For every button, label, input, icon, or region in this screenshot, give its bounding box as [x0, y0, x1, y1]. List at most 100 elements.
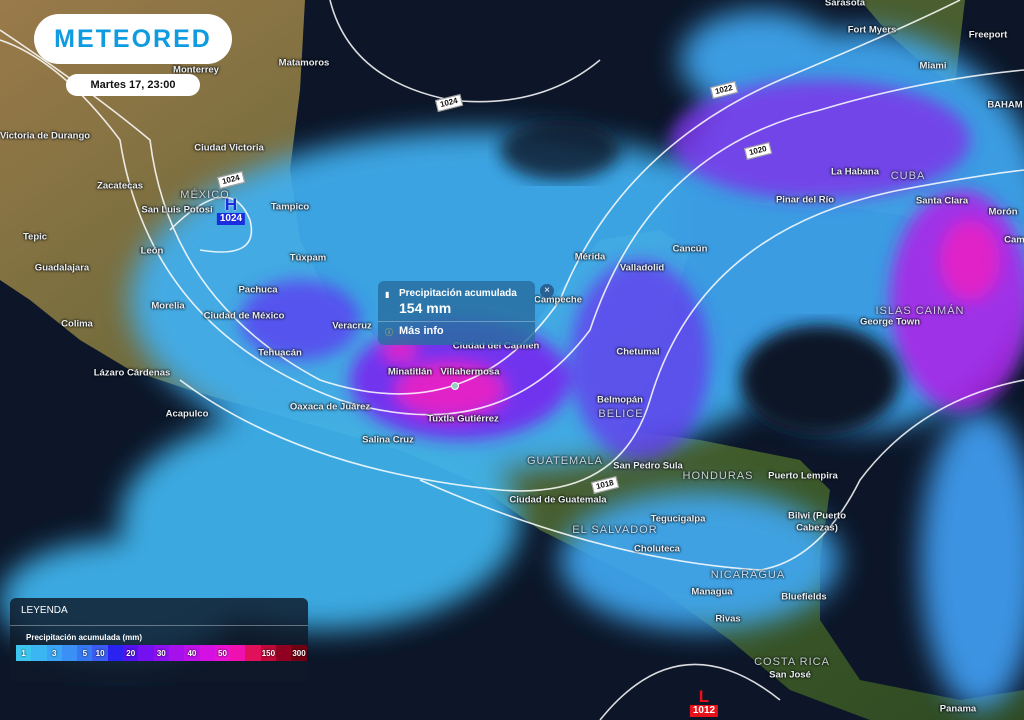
city-label: Túxpam	[289, 252, 327, 264]
city-label: Guadalajara	[34, 262, 90, 274]
city-label: Pinar del Río	[775, 194, 835, 206]
city-label: Morelia	[151, 300, 185, 312]
city-label: Tehuacán	[258, 347, 302, 359]
dry-area-gulf	[500, 120, 620, 180]
city-label: BAHAM	[987, 99, 1023, 111]
city-label: Managua	[691, 586, 733, 598]
city-label: San Pedro Sula	[613, 460, 683, 472]
low-value: 1012	[689, 705, 719, 717]
legend-scale-cell	[276, 645, 292, 661]
city-label: Campeche	[533, 294, 583, 306]
info-icon: ⓘ	[385, 328, 393, 337]
legend-title[interactable]: LEYENDA	[21, 605, 68, 616]
country-label: GUATEMALA	[526, 455, 604, 467]
country-label: NICARAGUA	[710, 569, 786, 581]
legend-scale-cell	[168, 645, 185, 661]
city-label: Santa Clara	[915, 195, 969, 207]
legend-divider	[10, 625, 308, 626]
country-label: BELICE	[598, 408, 644, 420]
popup-title: Precipitación acumulada	[399, 288, 517, 299]
legend-subtitle: Precipitación acumulada (mm)	[26, 633, 143, 642]
legend-scale-cell	[107, 645, 124, 661]
country-label: CUBA	[890, 170, 926, 182]
legend-scale-cell	[199, 645, 215, 661]
city-label: Chetumal	[616, 346, 660, 358]
legend-scale-cell: 1	[16, 645, 32, 661]
city-label: Morón	[988, 206, 1018, 218]
city-label: Ciudad de Guatemala	[509, 494, 607, 506]
country-label: MÉXICO	[180, 189, 230, 201]
city-label: George Town	[860, 316, 920, 328]
legend-scale-cell	[31, 645, 47, 661]
country-label: HONDURAS	[682, 470, 754, 482]
country-label: ISLAS CAIMÁN	[875, 305, 965, 317]
city-label: Camag	[1004, 234, 1024, 246]
city-label: Monterrey	[173, 64, 219, 76]
city-label: Ciudad Victoria	[194, 142, 264, 154]
low-pressure-marker: L 1012	[689, 687, 719, 717]
city-label: Villahermosa	[440, 366, 500, 378]
city-label: Tampico	[270, 201, 310, 213]
legend-scale-cell: 150	[260, 645, 277, 661]
city-label: Bluefields	[781, 591, 827, 603]
city-label: La Habana	[830, 166, 880, 178]
city-label: Tuxtla Gutiérrez	[427, 413, 499, 425]
precipitation-popup: ▮ Precipitación acumulada 154 mm ⓘ Más i…	[378, 281, 535, 345]
city-label: Fort Myers	[847, 24, 897, 36]
city-label: León	[140, 245, 164, 257]
country-label: EL SALVADOR	[572, 524, 658, 536]
legend-scale-cell: 10	[92, 645, 108, 661]
legend-scale-cell	[61, 645, 78, 661]
more-info-link[interactable]: Más info	[399, 325, 444, 337]
low-letter: L	[698, 687, 710, 706]
city-label: Cabezas)	[796, 522, 838, 534]
city-label: Panama	[939, 703, 977, 715]
country-label: COSTA RICA	[754, 656, 830, 668]
city-label: Minatitlán	[387, 366, 433, 378]
city-label: Zacatecas	[97, 180, 143, 192]
city-label: Cancún	[672, 243, 708, 255]
city-label: Matamoros	[278, 57, 330, 69]
legend-scale-cell	[230, 645, 246, 661]
location-marker[interactable]	[451, 382, 459, 390]
city-label: Rivas	[715, 613, 741, 625]
city-label: Bilwi (Puerto	[787, 510, 847, 522]
city-label: Tegucigalpa	[650, 513, 706, 525]
legend-scale-cell: 40	[184, 645, 200, 661]
city-label: Victoria de Durango	[0, 130, 91, 142]
rain-gauge-icon: ▮	[385, 290, 390, 299]
legend-scale-cell: 5	[77, 645, 93, 661]
legend-scale-cell: 3	[46, 645, 62, 661]
city-label: San José	[769, 669, 811, 681]
legend-scale-cell: 30	[153, 645, 169, 661]
city-label: Ciudad del Carmen	[452, 340, 540, 352]
city-label: Lázaro Cárdenas	[93, 367, 171, 379]
legend-scale-cell: 20	[123, 645, 139, 661]
legend-scale-cell: 300	[291, 645, 307, 661]
popup-value: 154 mm	[399, 300, 452, 316]
meteored-logo[interactable]: METEORED	[34, 14, 232, 64]
legend-scale-cell: 50	[214, 645, 231, 661]
city-label: Oaxaca de Juárez	[289, 401, 371, 413]
city-label: Belmopán	[597, 394, 643, 406]
legend-scale-cell	[138, 645, 154, 661]
city-label: San Luis Potosí	[141, 204, 213, 216]
city-label: Mérida	[574, 251, 606, 263]
city-label: Acapulco	[165, 408, 209, 420]
city-label: Ciudad de México	[203, 310, 285, 322]
city-label: Miami	[919, 60, 947, 72]
city-label: Puerto Lempira	[768, 470, 838, 482]
city-label: Pachuca	[238, 284, 278, 296]
high-value: 1024	[216, 213, 246, 225]
city-label: Tepic	[22, 231, 48, 243]
legend-color-scale: 1 3 5 10 20 30 40 50 150 300	[16, 645, 307, 661]
city-label: Colima	[61, 318, 93, 330]
city-label: Salina Cruz	[362, 434, 414, 446]
forecast-datetime: Martes 17, 23:00	[66, 74, 200, 96]
close-popup-button[interactable]: ×	[540, 284, 554, 298]
city-label: Freeport	[968, 29, 1008, 41]
dry-area-caribbean	[740, 325, 900, 435]
city-label: Sarasota	[824, 0, 866, 9]
